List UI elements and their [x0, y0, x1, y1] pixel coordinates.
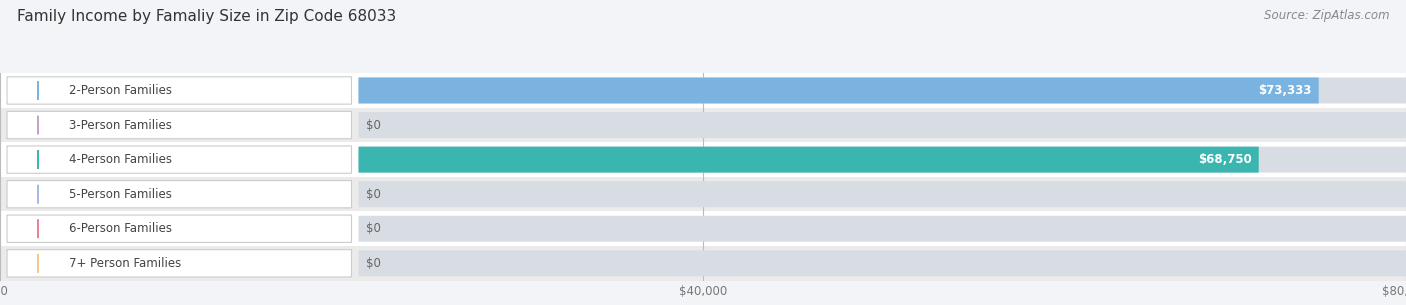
Text: Source: ZipAtlas.com: Source: ZipAtlas.com	[1264, 9, 1389, 22]
FancyBboxPatch shape	[359, 181, 1406, 207]
FancyBboxPatch shape	[7, 77, 351, 104]
FancyBboxPatch shape	[359, 147, 1406, 173]
Text: 6-Person Families: 6-Person Families	[69, 222, 172, 235]
Text: $73,333: $73,333	[1258, 84, 1312, 97]
FancyBboxPatch shape	[7, 250, 351, 277]
FancyBboxPatch shape	[7, 146, 351, 173]
FancyBboxPatch shape	[359, 250, 1406, 276]
FancyBboxPatch shape	[0, 246, 1406, 281]
FancyBboxPatch shape	[0, 73, 1406, 108]
FancyBboxPatch shape	[359, 77, 1406, 103]
FancyBboxPatch shape	[359, 216, 1406, 242]
FancyBboxPatch shape	[359, 147, 1258, 173]
Text: $0: $0	[366, 119, 381, 131]
FancyBboxPatch shape	[359, 77, 1319, 103]
Text: 7+ Person Families: 7+ Person Families	[69, 257, 181, 270]
Text: 2-Person Families: 2-Person Families	[69, 84, 172, 97]
Text: $68,750: $68,750	[1198, 153, 1251, 166]
Text: 3-Person Families: 3-Person Families	[69, 119, 172, 131]
FancyBboxPatch shape	[359, 112, 1406, 138]
FancyBboxPatch shape	[0, 142, 1406, 177]
Text: 5-Person Families: 5-Person Families	[69, 188, 172, 201]
FancyBboxPatch shape	[7, 215, 351, 242]
Text: Family Income by Famaliy Size in Zip Code 68033: Family Income by Famaliy Size in Zip Cod…	[17, 9, 396, 24]
Text: $0: $0	[366, 257, 381, 270]
FancyBboxPatch shape	[7, 181, 351, 208]
FancyBboxPatch shape	[7, 111, 351, 139]
Text: $0: $0	[366, 188, 381, 201]
FancyBboxPatch shape	[0, 211, 1406, 246]
Text: $0: $0	[366, 222, 381, 235]
FancyBboxPatch shape	[0, 177, 1406, 211]
FancyBboxPatch shape	[0, 108, 1406, 142]
Text: 4-Person Families: 4-Person Families	[69, 153, 172, 166]
